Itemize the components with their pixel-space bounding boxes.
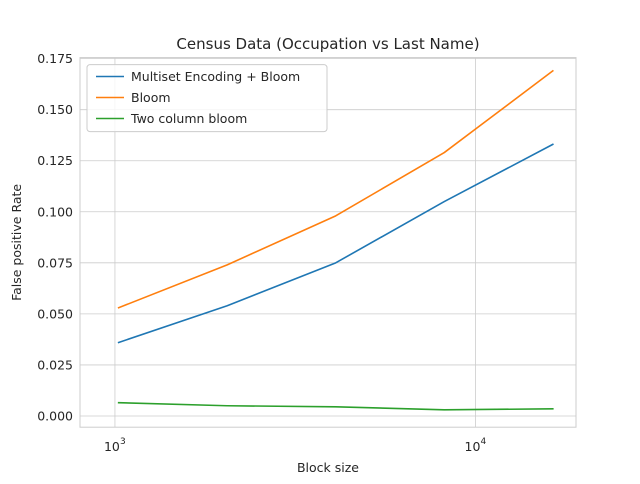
x-tick-base: 10 xyxy=(104,439,120,454)
y-tick-label: 0.175 xyxy=(37,51,73,66)
x-tick-base: 10 xyxy=(465,439,481,454)
series-line-2 xyxy=(117,69,554,309)
legend-box xyxy=(86,64,328,133)
y-tick-labels: 0.000 0.025 0.050 0.075 0.100 0.125 0.150 0.175 xyxy=(37,51,73,423)
y-tick-label: 0.125 xyxy=(37,153,73,168)
x-axis-label: Block size xyxy=(297,460,359,475)
legend: Multiset Encoding + Bloom Bloom Two column… xyxy=(86,64,328,133)
x-tick-exponent: 3 xyxy=(120,437,126,447)
y-tick-label: 0.100 xyxy=(37,204,73,219)
x-tick-label: 10 3 xyxy=(104,437,126,454)
series-lines xyxy=(117,69,554,411)
chart-title: Census Data (Occupation vs Last Name) xyxy=(176,35,479,53)
plot-frame xyxy=(79,57,577,428)
y-tick-label: 0.075 xyxy=(37,255,73,270)
x-tick-labels: 10 3 10 4 xyxy=(104,437,487,454)
y-tick-label: 0.150 xyxy=(37,102,73,117)
y-tick-label: 0.025 xyxy=(37,357,73,372)
series-line-3 xyxy=(117,401,554,411)
y-tick-label: 0.050 xyxy=(37,306,73,321)
y-tick-label: 0.000 xyxy=(37,408,73,423)
x-tick-exponent: 4 xyxy=(480,437,486,447)
series-line-1 xyxy=(117,143,554,344)
y-axis-label: False positive Rate xyxy=(9,184,24,301)
legend-label: Bloom xyxy=(131,90,171,105)
x-tick-label: 10 4 xyxy=(465,437,487,454)
legend-label: Two column bloom xyxy=(130,111,247,126)
legend-label: Multiset Encoding + Bloom xyxy=(131,69,300,84)
legend-items: Multiset Encoding + Bloom Bloom Two column… xyxy=(96,69,300,126)
